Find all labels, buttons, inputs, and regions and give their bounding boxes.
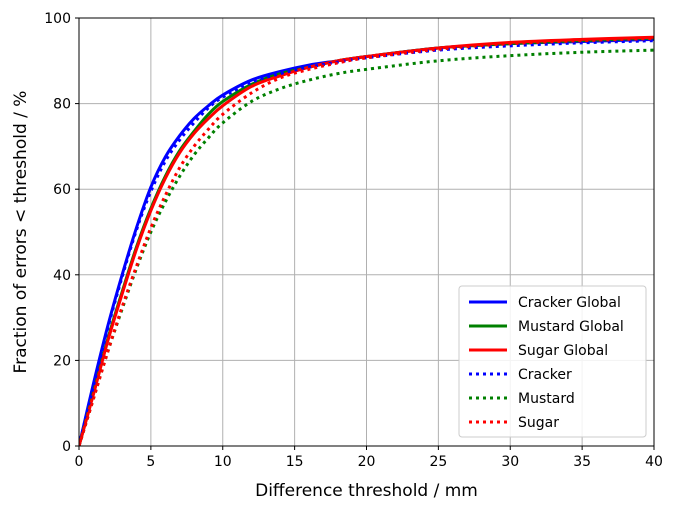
- x-tick-label: 10: [214, 454, 232, 470]
- y-tick-label: 0: [62, 439, 71, 455]
- y-tick-label: 20: [53, 353, 71, 369]
- legend-label: Mustard: [518, 391, 575, 407]
- series-line-sugar-global: [79, 35, 654, 446]
- x-tick-label: 20: [358, 454, 376, 470]
- x-tick-label: 5: [146, 454, 155, 470]
- axis-ticks: 0 5 10 15 20 25 30 35 40 0 20 40 60 80 100: [44, 11, 663, 470]
- x-tick-label: 15: [286, 454, 304, 470]
- legend-label: Cracker: [518, 367, 572, 383]
- x-tick-label: 0: [75, 454, 84, 470]
- series-line-sugar: [79, 37, 654, 446]
- legend-label: Mustard Global: [518, 319, 624, 335]
- y-axis-label: Fraction of errors < threshold / %: [11, 91, 31, 374]
- legend-label: Cracker Global: [518, 295, 621, 311]
- legend: Cracker Global Mustard Global Sugar Global…: [458, 285, 647, 438]
- x-tick-label: 30: [501, 454, 519, 470]
- legend-label: Sugar Global: [518, 343, 608, 359]
- y-tick-label: 100: [44, 11, 71, 27]
- series-layer: [79, 35, 654, 446]
- x-tick-label: 35: [573, 454, 591, 470]
- series-line-cracker: [79, 39, 654, 446]
- y-tick-label: 80: [53, 97, 71, 113]
- series-line-mustard: [79, 48, 654, 446]
- legend-label: Sugar: [518, 415, 559, 431]
- y-tick-label: 40: [53, 268, 71, 284]
- y-tick-label: 60: [53, 182, 71, 198]
- x-axis-label: Difference threshold / mm: [255, 481, 478, 501]
- x-tick-label: 40: [645, 454, 663, 470]
- x-tick-label: 25: [429, 454, 447, 470]
